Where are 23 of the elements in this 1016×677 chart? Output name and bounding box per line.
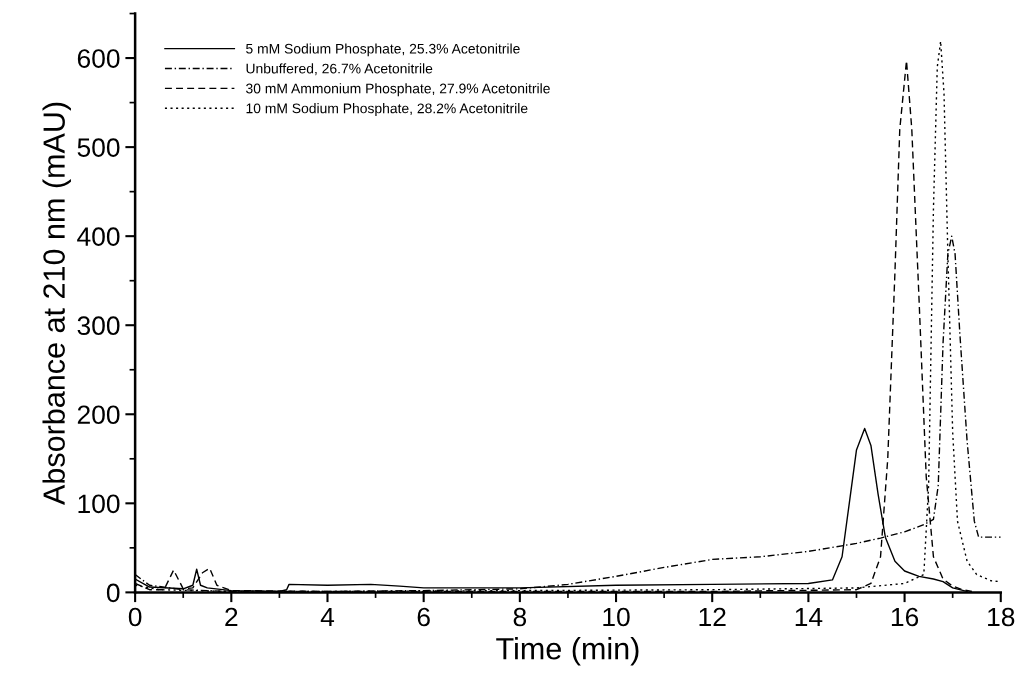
x-tick-label: 6 bbox=[417, 607, 430, 627]
y-tick-label: 600 bbox=[77, 49, 120, 68]
x-tick-label: 8 bbox=[513, 607, 527, 627]
y-tick-label: 400 bbox=[77, 227, 120, 246]
legend-label: 10 mM Sodium Phosphate, 28.2% Acetonitrile bbox=[246, 103, 528, 117]
y-tick-label: 0 bbox=[106, 583, 120, 603]
x-tick-label: 2 bbox=[225, 607, 238, 627]
x-tick-label: 0 bbox=[128, 607, 142, 627]
x-tick-label: 12 bbox=[699, 607, 726, 627]
y-axis-title: Absorbance at 210 nm (mAU) bbox=[42, 102, 71, 505]
y-tick-label: 100 bbox=[78, 494, 120, 514]
x-axis-title: Time (min) bbox=[496, 637, 639, 666]
legend-label: 30 mM Ammonium Phosphate, 27.9% Acetonitrile bbox=[246, 83, 550, 97]
legend-label: Unbuffered, 26.7% Acetonitrile bbox=[246, 63, 433, 76]
x-tick-label: 18 bbox=[988, 607, 1015, 627]
legend-label: 5 mM Sodium Phosphate, 25.3% Acetonitrile bbox=[246, 43, 520, 57]
y-tick-label: 500 bbox=[77, 138, 120, 157]
y-tick-label: 200 bbox=[77, 405, 120, 425]
x-tick-label: 16 bbox=[891, 607, 919, 627]
x-tick-label: 4 bbox=[320, 607, 335, 627]
x-tick-label: 10 bbox=[603, 607, 630, 627]
y-tick-label: 300 bbox=[77, 316, 120, 336]
x-tick-label: 14 bbox=[795, 607, 823, 627]
